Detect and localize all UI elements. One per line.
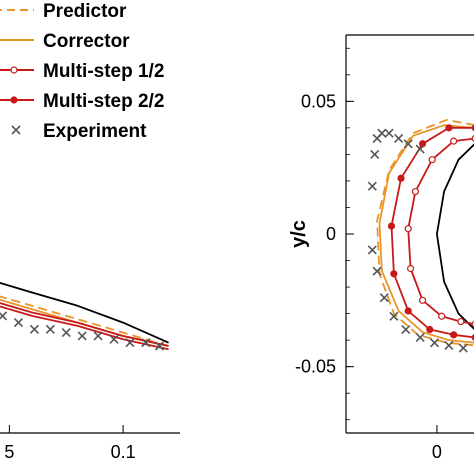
clean-airfoil-line bbox=[0, 282, 169, 344]
clean-airfoil-line bbox=[435, 143, 474, 330]
experiment-point bbox=[154, 341, 165, 351]
multi-step-2-2-line bbox=[390, 127, 474, 339]
multi-step-2-2-point bbox=[404, 307, 412, 315]
multi-step-1-2-line bbox=[407, 137, 474, 325]
experiment-point bbox=[141, 338, 151, 348]
legend-label: Multi-step 2/2 bbox=[43, 91, 164, 112]
multi-step-2-2-point bbox=[390, 270, 398, 278]
multi-step-1-2-point bbox=[411, 187, 419, 196]
y-tick-label: 0.05 bbox=[301, 91, 336, 111]
legend-marker bbox=[10, 96, 18, 104]
experiment-point bbox=[370, 149, 380, 159]
legend-item-multi-step-2-2: Multi-step 2/2 bbox=[0, 91, 164, 112]
legend-marker bbox=[10, 66, 18, 74]
y-axis-label: y/c bbox=[288, 220, 310, 248]
legend-item-experiment: Experiment bbox=[11, 121, 147, 142]
multi-step-2-2-point bbox=[387, 222, 396, 230]
multi-step-1-2-point bbox=[418, 296, 427, 304]
experiment-point bbox=[125, 338, 135, 348]
experiment-point bbox=[403, 139, 413, 149]
experiment-point bbox=[93, 331, 103, 341]
experiment-point bbox=[384, 128, 394, 138]
experiment-point bbox=[401, 324, 411, 335]
x-tick-label: 0 bbox=[432, 442, 442, 462]
experiment-point bbox=[45, 324, 55, 334]
corrector-line bbox=[378, 124, 474, 344]
legend-label: Corrector bbox=[43, 31, 130, 52]
multi-step-2-2-point bbox=[426, 325, 434, 334]
experiment-point bbox=[377, 128, 387, 138]
y-tick-label: -0.05 bbox=[295, 357, 336, 377]
legend-swatch-experiment bbox=[11, 125, 21, 135]
x-tick-label: 5 bbox=[4, 442, 14, 462]
experiment-point bbox=[61, 328, 71, 338]
experiment-point bbox=[394, 133, 404, 144]
experiment-point bbox=[415, 332, 425, 343]
experiment-point bbox=[367, 181, 377, 191]
legend-label: Predictor bbox=[43, 1, 127, 22]
plot-area bbox=[367, 119, 474, 353]
legend: Predictor Corrector Multi-step 1/2 Multi-st… bbox=[0, 1, 164, 142]
multi-step-2-2-point bbox=[397, 174, 405, 182]
experiment-point bbox=[29, 324, 39, 334]
multi-step-1-2-point bbox=[450, 137, 458, 145]
experiment-point bbox=[13, 318, 24, 328]
predictor-line bbox=[0, 295, 169, 347]
legend-label: Experiment bbox=[43, 121, 147, 142]
experiment-point bbox=[109, 334, 119, 344]
experiment-point bbox=[0, 311, 8, 321]
right-panel: 0 0.05 0 -0.05 y/c bbox=[288, 34, 474, 462]
legend-label: Multi-step 1/2 bbox=[43, 61, 164, 82]
legend-item-predictor: Predictor bbox=[0, 1, 127, 22]
multi-step-2-2-point bbox=[445, 124, 453, 132]
left-panel: 5 0.1 bbox=[0, 282, 180, 462]
experiment-point bbox=[429, 338, 440, 348]
x-tick-label: 0.1 bbox=[111, 442, 136, 462]
multi-step-1-2-point bbox=[457, 317, 465, 326]
experiment-point bbox=[379, 293, 389, 303]
multi-step-1-2-point bbox=[428, 156, 436, 164]
plot-area bbox=[0, 282, 169, 351]
experiment-point bbox=[415, 144, 425, 154]
experiment-point bbox=[77, 331, 87, 341]
experiment-point bbox=[458, 343, 468, 353]
multi-step-1-2-point bbox=[404, 225, 412, 233]
predictor-line bbox=[376, 119, 474, 347]
y-tick-label: 0 bbox=[326, 224, 336, 244]
experiment-point bbox=[444, 340, 454, 351]
multi-step-1-2-point bbox=[438, 312, 446, 320]
multi-step-2-2-point bbox=[450, 331, 458, 339]
multi-step-1-2-point bbox=[407, 264, 415, 273]
legend-item-corrector: Corrector bbox=[0, 31, 130, 52]
experiment-point bbox=[367, 245, 377, 255]
experiment-point bbox=[389, 311, 399, 321]
experiment-point bbox=[372, 266, 382, 276]
legend-item-multi-step-1-2: Multi-step 1/2 bbox=[0, 61, 164, 82]
multi-step-1-2-line bbox=[0, 302, 169, 347]
multi-step-2-2-line bbox=[0, 305, 169, 351]
